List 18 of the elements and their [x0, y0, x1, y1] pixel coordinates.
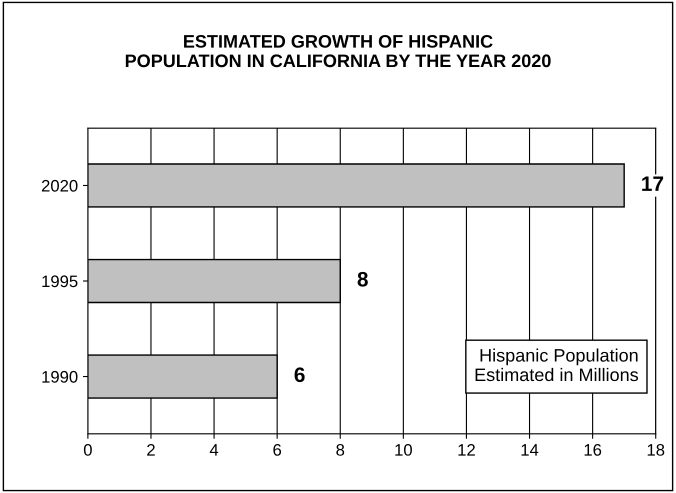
- x-tick-label: 14: [522, 444, 538, 456]
- x-tick-label: 2: [147, 444, 155, 456]
- annotation: Hispanic Population Estimated in Millions: [476, 348, 638, 382]
- data-label: 6: [294, 367, 305, 382]
- x-tick-label: 10: [395, 444, 412, 456]
- x-tick-label: 0: [84, 444, 92, 456]
- chart-title: ESTIMATED GROWTH OF HISPANIC POPULATION IN CALIFORNIA BY THE YEAR 2020: [126, 34, 551, 68]
- x-tick-label: 4: [210, 444, 218, 456]
- data-label: 17: [642, 176, 664, 191]
- data-label: 8: [358, 272, 368, 287]
- x-tick-label: 16: [584, 444, 602, 456]
- x-tick-label: 8: [336, 444, 344, 456]
- y-tick-label: 2020: [42, 180, 78, 192]
- x-tick-label: 6: [273, 444, 282, 456]
- x-tick-label: 12: [458, 444, 475, 456]
- y-tick-label: 1995: [42, 275, 78, 288]
- y-tick-label: 1990: [42, 370, 78, 383]
- x-tick-label: 18: [648, 444, 664, 456]
